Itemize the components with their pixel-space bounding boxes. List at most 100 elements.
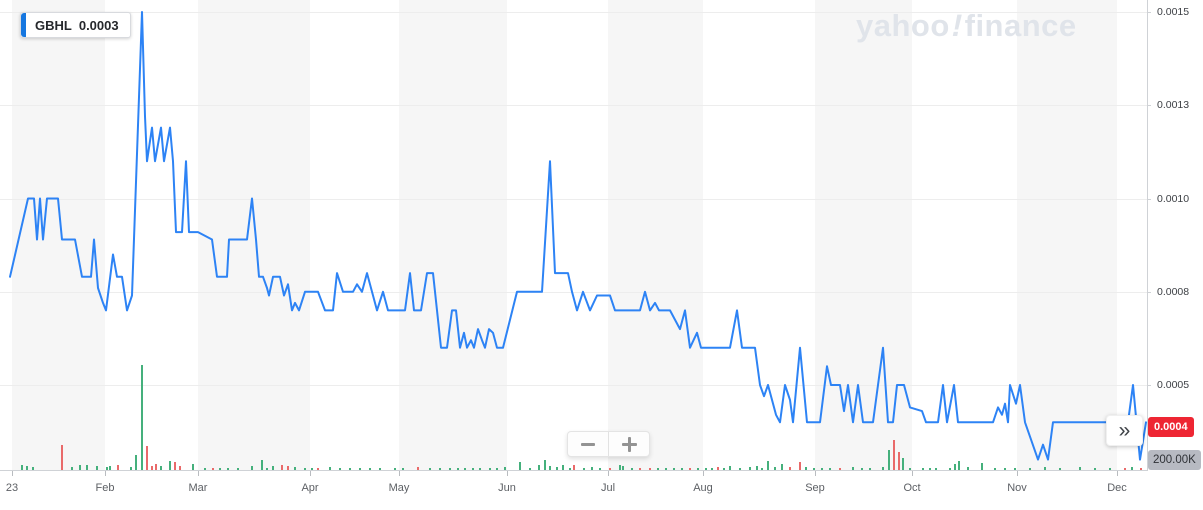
- volume-bar: [86, 465, 88, 470]
- volume-bar: [781, 464, 783, 470]
- volume-bar: [573, 465, 575, 470]
- volume-bar: [251, 466, 253, 470]
- volume-bar: [71, 467, 73, 470]
- x-axis-label: Feb: [95, 482, 115, 494]
- zoom-controls: [567, 431, 650, 457]
- legend-value: 0.0003: [78, 17, 119, 33]
- volume-bar: [266, 468, 268, 470]
- volume-bar: [219, 468, 221, 470]
- gridline: [0, 12, 1147, 13]
- y-axis-tick: [1147, 291, 1151, 293]
- volume-bar: [1094, 468, 1096, 470]
- volume-bar: [657, 468, 659, 470]
- volume-bar: [329, 467, 331, 470]
- volume-bar: [774, 467, 776, 470]
- volume-bar: [449, 468, 451, 470]
- volume-bar: [311, 468, 313, 470]
- volume-bar: [544, 460, 546, 470]
- volume-bar: [294, 467, 296, 470]
- x-axis-label: Nov: [1007, 482, 1027, 494]
- volume-bar: [935, 468, 937, 470]
- x-axis-label: May: [388, 482, 410, 494]
- y-axis-label: 0.0013: [1157, 99, 1190, 112]
- volume-bar: [109, 466, 111, 470]
- yahoo-finance-watermark: yahoo!finance: [856, 8, 1077, 44]
- month-stripe: [1017, 0, 1117, 470]
- volume-bar: [1131, 467, 1133, 470]
- volume-bar: [287, 466, 289, 470]
- volume-bar: [639, 468, 641, 470]
- legend-color-bar: [21, 13, 26, 37]
- volume-bar: [717, 467, 719, 470]
- expand-button[interactable]: »: [1106, 415, 1143, 446]
- volume-bar: [739, 468, 741, 470]
- volume-bar: [761, 468, 763, 470]
- volume-bar: [504, 467, 506, 470]
- volume-bar: [902, 458, 904, 470]
- volume-bar: [32, 467, 34, 470]
- volume-bar: [369, 468, 371, 470]
- volume-bar: [673, 468, 675, 470]
- volume-bar: [146, 446, 148, 470]
- volume-bar: [538, 465, 540, 470]
- x-axis-label: Aug: [693, 482, 713, 494]
- volume-bar: [556, 467, 558, 470]
- volume-bar: [756, 466, 758, 470]
- volume-bar: [281, 465, 283, 470]
- volume-bar: [729, 466, 731, 470]
- volume-bar: [519, 462, 521, 470]
- volume-bar: [464, 468, 466, 470]
- volume-bar: [922, 468, 924, 470]
- volume-bar: [379, 468, 381, 470]
- volume-bar: [489, 468, 491, 470]
- gridline: [0, 198, 1147, 200]
- chart-plot-area[interactable]: [0, 0, 1147, 470]
- volume-bar: [457, 468, 459, 470]
- volume-bar: [151, 466, 153, 470]
- volume-bar: [79, 465, 81, 470]
- volume-bar: [135, 455, 137, 470]
- volume-bar: [106, 467, 108, 470]
- volume-bar: [272, 466, 274, 470]
- volume-bar: [204, 468, 206, 470]
- zoom-in-button[interactable]: [609, 432, 649, 456]
- volume-bar: [304, 468, 306, 470]
- x-axis-label: Jun: [498, 482, 516, 494]
- price-line: [9, 11, 1147, 461]
- volume-bar: [472, 468, 474, 470]
- volume-bar: [359, 468, 361, 470]
- x-axis-label: Jul: [600, 482, 616, 494]
- volume-bar: [981, 463, 983, 470]
- x-axis-tick: [912, 471, 913, 476]
- volume-bar: [439, 468, 441, 470]
- volume-bar: [1014, 468, 1016, 470]
- x-axis-tick: [1117, 471, 1118, 476]
- volume-bar: [813, 468, 815, 470]
- month-stripe: [608, 0, 703, 470]
- volume-bar: [1059, 468, 1061, 470]
- x-axis-tick: [399, 471, 400, 476]
- y-axis-label: 0.0005: [1157, 379, 1190, 391]
- volume-bar: [697, 468, 699, 470]
- gridline: [0, 385, 1147, 386]
- y-axis-line: [1147, 0, 1148, 471]
- watermark-finance: finance: [964, 8, 1077, 43]
- y-axis-tick: [1147, 385, 1151, 386]
- x-axis-tick: [608, 471, 609, 476]
- volume-bar: [861, 468, 863, 470]
- volume-bar: [61, 445, 63, 470]
- zoom-out-button[interactable]: [568, 432, 608, 456]
- volume-bar: [1109, 468, 1111, 470]
- x-axis-tick: [815, 471, 816, 476]
- volume-bar: [609, 468, 611, 470]
- volume-bar: [174, 462, 176, 470]
- volume-bar: [705, 468, 707, 470]
- volume-bar: [130, 467, 132, 470]
- volume-bar: [665, 468, 667, 470]
- volume-bar: [1140, 468, 1142, 470]
- y-axis-label: 0.0015: [1157, 6, 1190, 18]
- x-axis-label: Apr: [301, 482, 319, 494]
- x-axis-tick: [310, 471, 311, 476]
- double-chevron-right-icon: »: [1118, 419, 1131, 442]
- volume-bar: [496, 468, 498, 470]
